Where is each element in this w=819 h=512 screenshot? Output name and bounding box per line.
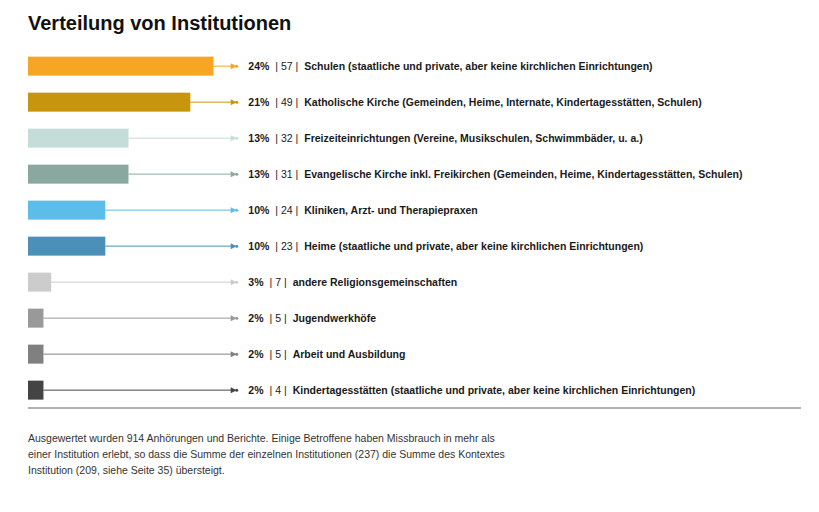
svg-text:2%| 4 |Kindertagesstätten (sta: 2%| 4 |Kindertagesstätten (staatliche un…	[248, 384, 695, 396]
svg-text:13%| 32 |Freizeiteinrichtungen: 13%| 32 |Freizeiteinrichtungen (Vereine,…	[248, 132, 642, 144]
svg-text:10%| 23 |Heime (staatliche und: 10%| 23 |Heime (staatliche und private, …	[248, 240, 643, 252]
svg-text:2%| 5 |Jugendwerkhöfe: 2%| 5 |Jugendwerkhöfe	[248, 312, 376, 324]
html-text:einer Institution erlebt, so d: einer Institution erlebt, so dass die Su…	[28, 447, 505, 460]
svg-text:10%| 24 |Kliniken, Arzt- und T: 10%| 24 |Kliniken, Arzt- und Therapiepra…	[248, 204, 477, 216]
svg-text:3%| 7 |andere Religionsgemeins: 3%| 7 |andere Religionsgemeinschaften	[248, 276, 457, 288]
svg-text:24%| 57 |Schulen (staatliche u: 24%| 57 |Schulen (staatliche und private…	[248, 60, 652, 72]
html-text:Verteilung von Institutionen: Verteilung von Institutionen	[28, 12, 292, 34]
html-text:Ausgewertet wurden 914 Anhörun: Ausgewertet wurden 914 Anhörungen und Be…	[28, 432, 495, 444]
svg-text:13%| 31 |Evangelische Kirche i: 13%| 31 |Evangelische Kirche inkl. Freik…	[248, 168, 742, 180]
svg-text:2%| 5 |Arbeit und Ausbildung: 2%| 5 |Arbeit und Ausbildung	[248, 348, 405, 360]
svg-text:21%| 49 |Katholische Kirche (G: 21%| 49 |Katholische Kirche (Gemeinden, …	[248, 96, 701, 108]
html-text:Institution (209, siehe Seite: Institution (209, siehe Seite 35) überst…	[28, 463, 225, 476]
